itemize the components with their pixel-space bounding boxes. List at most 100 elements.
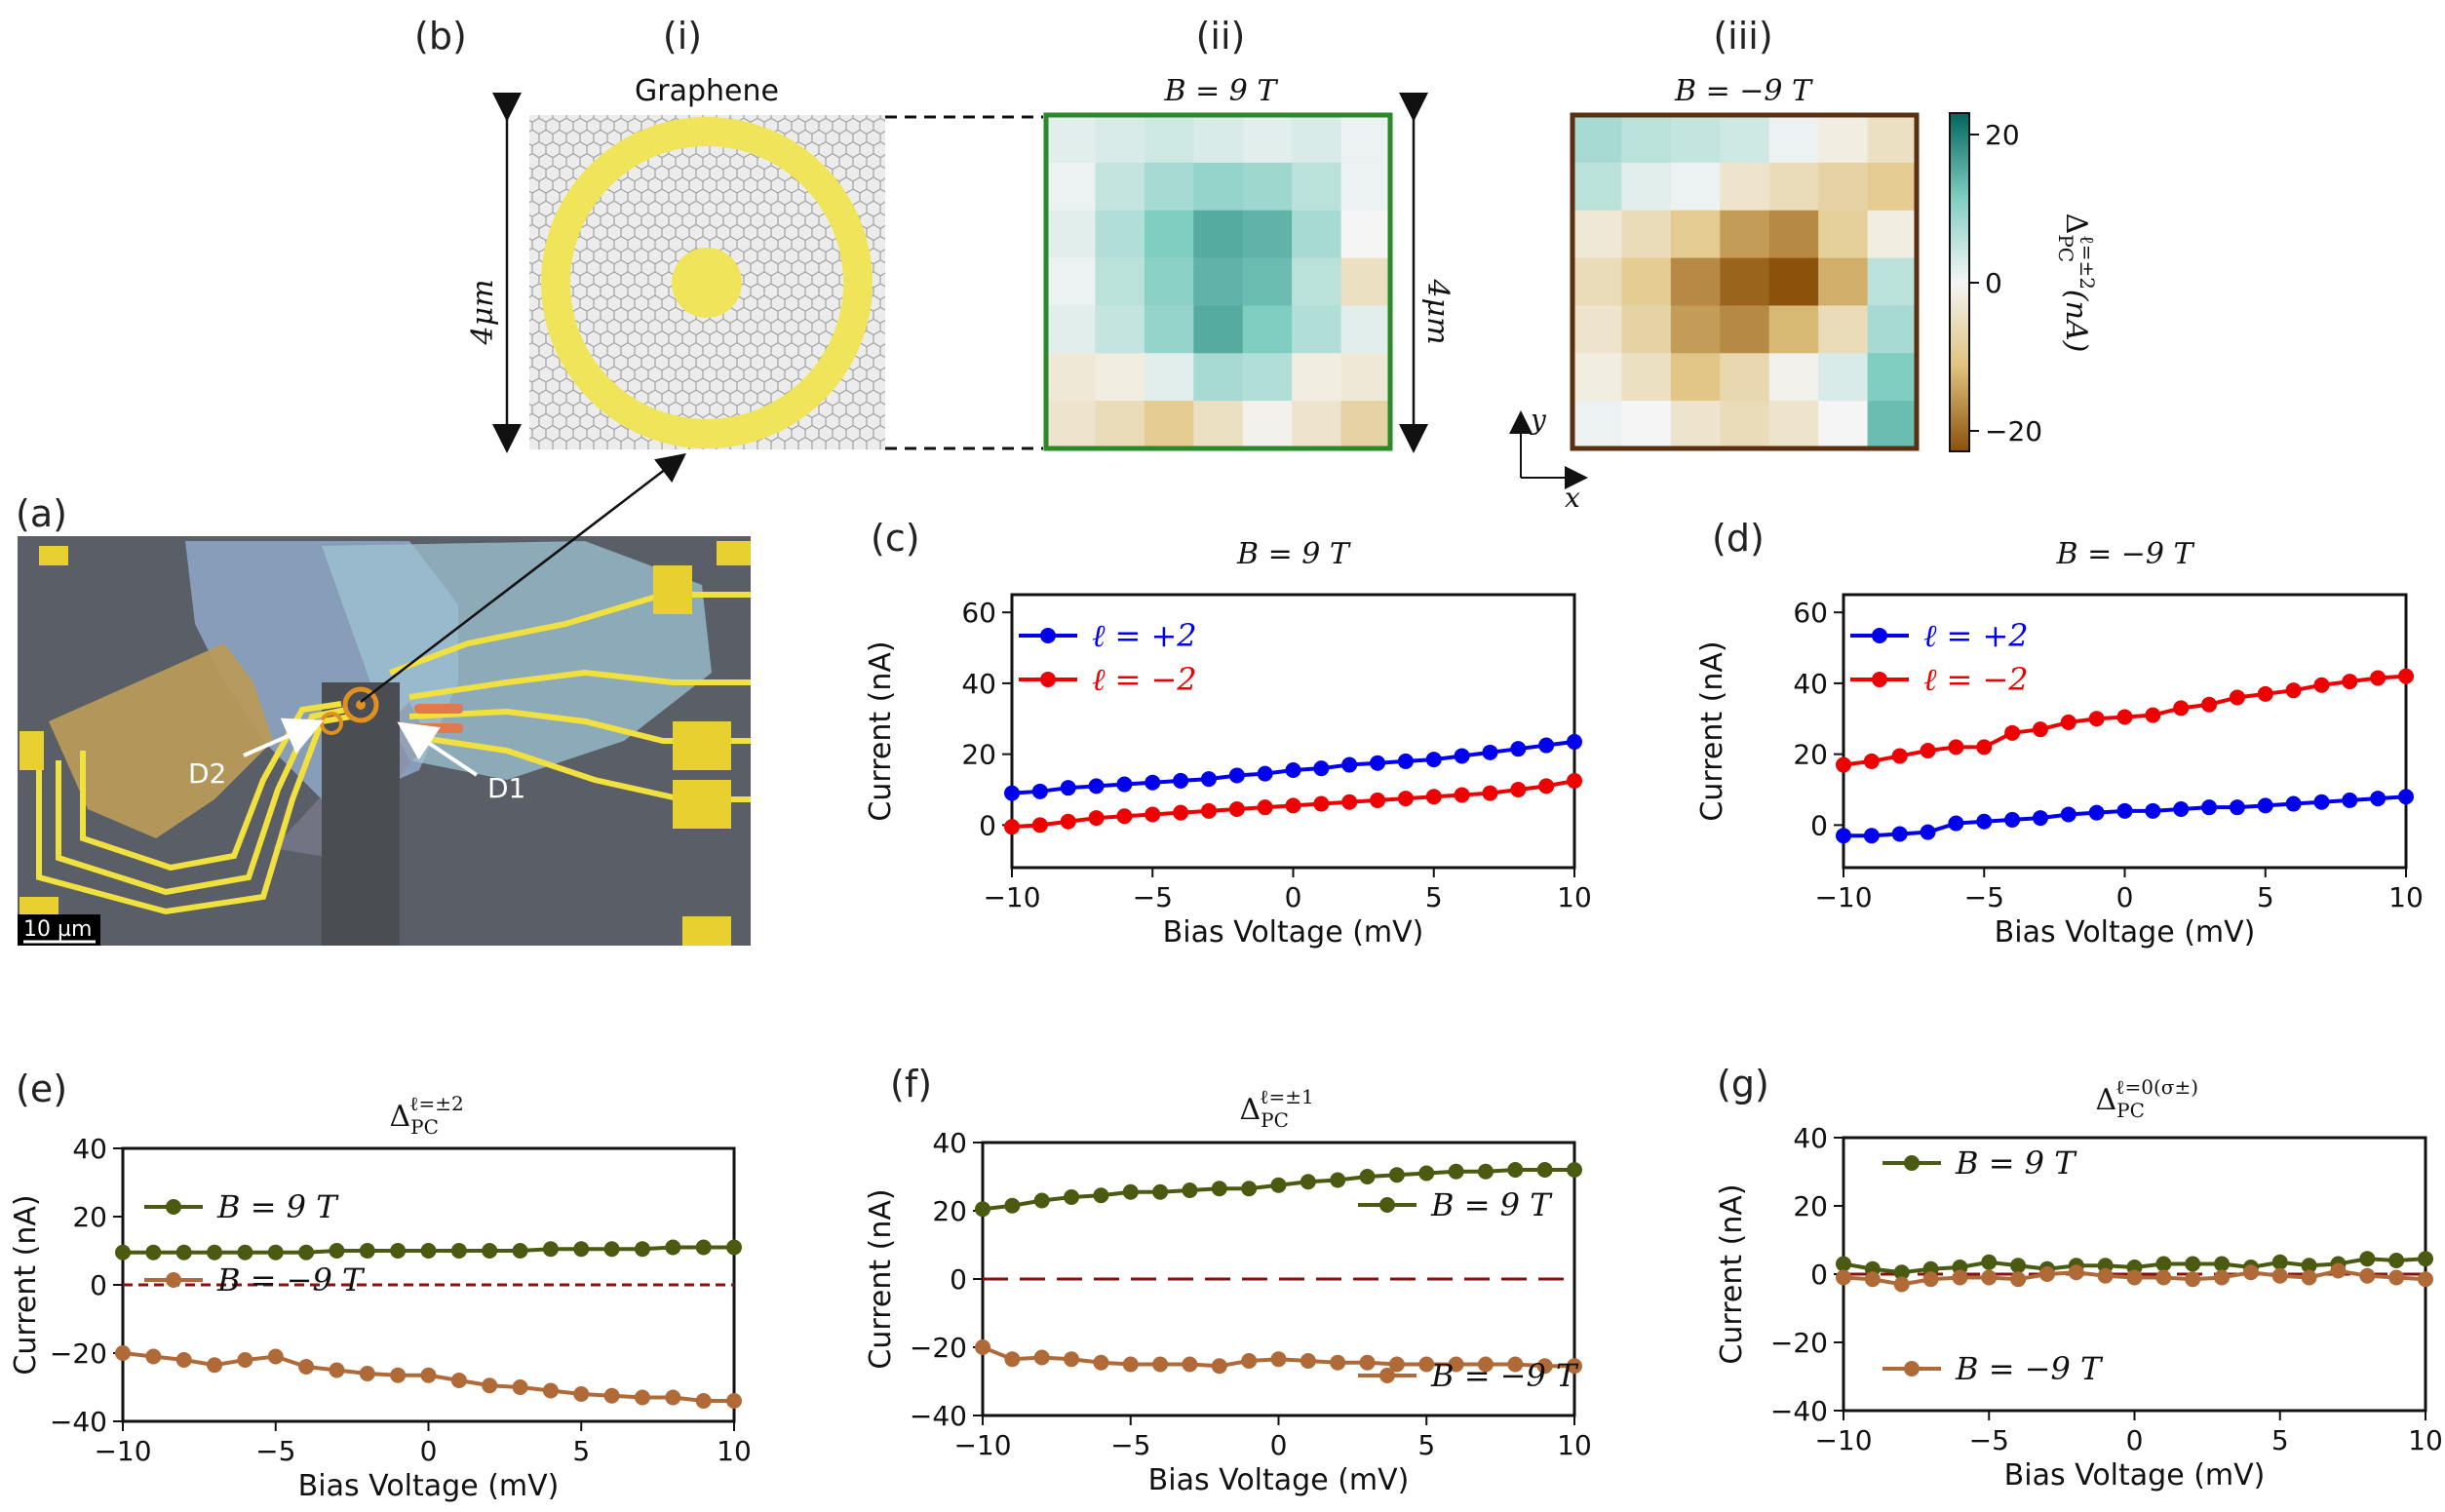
y-tick-label: 0 — [1810, 809, 1828, 841]
x-axis-label: x — [1565, 482, 1580, 514]
y-tick-label: 20 — [1793, 1190, 1828, 1222]
heatmap-cell — [1867, 353, 1918, 402]
y-tick-label: −20 — [910, 1332, 967, 1364]
heatmap-cell — [1242, 401, 1293, 449]
y-tick-label: 0 — [1810, 1259, 1828, 1291]
data-point — [1477, 1356, 1494, 1373]
pad-7 — [39, 546, 68, 565]
scalebar-text: 10 µm — [23, 917, 92, 942]
data-point — [1228, 767, 1245, 784]
pad-3 — [673, 780, 731, 829]
data-point — [542, 1382, 559, 1399]
heatmap-cell — [1144, 305, 1194, 354]
pad-2 — [673, 721, 731, 770]
data-point — [2418, 1271, 2433, 1288]
data-point — [1418, 1165, 1435, 1182]
panel-label-e: (e) — [16, 1067, 67, 1110]
chart-title-e: ΔPCℓ=±2 — [390, 1092, 464, 1139]
data-point — [1211, 1181, 1227, 1197]
heatmap-cell — [1292, 401, 1342, 449]
data-point — [207, 1357, 223, 1374]
heatmap-cell — [1867, 305, 1918, 354]
d2-arrow — [243, 717, 325, 757]
x-tick-label: −10 — [983, 881, 1040, 913]
panel-label-c: (c) — [871, 517, 920, 560]
heatmap-cell — [1292, 162, 1342, 212]
data-point — [237, 1352, 253, 1368]
panel-label-f: (f) — [890, 1063, 932, 1105]
heatmap-iii-title: B = −9 T — [1674, 74, 1813, 108]
data-point — [2285, 795, 2302, 812]
data-point — [573, 1241, 590, 1258]
data-point — [2398, 789, 2414, 805]
data-point — [1341, 794, 1358, 810]
heatmap-cell — [1818, 210, 1869, 259]
x-tick-label: 10 — [2388, 881, 2424, 913]
data-point — [115, 1345, 131, 1361]
heatmap-cell — [1768, 210, 1819, 259]
heatmap-cell — [1095, 401, 1145, 449]
data-point — [2116, 802, 2133, 819]
data-point — [1122, 1356, 1139, 1373]
y-tick-label: 20 — [72, 1201, 107, 1233]
data-point — [1257, 765, 1273, 782]
data-point — [1567, 1358, 1582, 1375]
data-point — [2418, 1251, 2433, 1267]
data-point — [1064, 1189, 1080, 1205]
data-point — [298, 1359, 315, 1375]
data-point — [1300, 1353, 1316, 1369]
y-tick-label: 0 — [979, 809, 996, 841]
heatmap-cell — [1046, 210, 1096, 259]
data-point — [2185, 1256, 2201, 1272]
data-point — [1241, 1181, 1258, 1197]
panel-bii-label: (ii) — [1196, 15, 1246, 58]
heatmap-cell — [1340, 257, 1391, 306]
x-tick-label: 10 — [2408, 1424, 2443, 1456]
heatmap-cell — [1046, 353, 1096, 402]
data-point — [1182, 1356, 1198, 1373]
data-point — [1330, 1354, 1346, 1371]
x-tick-label: −10 — [94, 1435, 151, 1467]
data-point — [2285, 682, 2302, 699]
heatmap-cell — [1242, 353, 1293, 402]
legend-marker — [1872, 672, 1887, 687]
data-point — [1033, 1192, 1050, 1209]
chart-title-c: B = 9 T — [1236, 537, 1351, 571]
data-point — [298, 1244, 315, 1260]
data-point — [1836, 1269, 1851, 1286]
xy-axes-indicator: x y — [1509, 404, 1588, 514]
d1-arrow — [397, 721, 479, 777]
data-point — [1952, 1269, 1968, 1286]
data-point — [975, 1339, 990, 1355]
data-point — [2301, 1258, 2317, 1274]
heatmap-cell — [1144, 257, 1194, 306]
heatmap-cell — [1670, 162, 1721, 212]
x-tick-label: 10 — [717, 1435, 752, 1467]
data-point — [1152, 1356, 1169, 1373]
data-point — [695, 1239, 712, 1256]
size-label-i: 4μm — [466, 279, 500, 345]
data-point — [1313, 795, 1330, 812]
legend-label: B = −9 T — [1955, 1350, 2104, 1387]
data-point — [1920, 824, 1936, 840]
heatmap-ii-title: B = 9 T — [1164, 74, 1279, 108]
heatmap-cell — [1621, 401, 1672, 449]
data-point — [2257, 797, 2273, 814]
data-point — [1507, 1162, 1524, 1178]
heatmap-cell — [1572, 305, 1622, 354]
panel-a: (a) — [16, 452, 751, 946]
legend-label: ℓ = −2 — [1092, 661, 1197, 698]
data-point — [2032, 721, 2048, 738]
legend-marker — [1040, 672, 1056, 687]
size-label-ii: 4μm — [1420, 278, 1455, 344]
data-point — [1093, 1354, 1109, 1371]
data-point — [329, 1243, 345, 1259]
chart-g: (g) ΔPCℓ=0(σ±) −10 −5 0 5 10 −40 −20 0 20 40 Bias Vo… — [1715, 1063, 2443, 1493]
chart-c: (c) B = 9 T −10 −5 0 5 10 0 20 40 60 Bias Voltage (… — [864, 517, 1592, 950]
legend-marker — [1379, 1197, 1395, 1213]
heatmap-cell — [1768, 305, 1819, 354]
y-tick-label: 20 — [961, 739, 996, 771]
data-point — [1341, 756, 1358, 773]
heatmap-cell — [1867, 257, 1918, 306]
